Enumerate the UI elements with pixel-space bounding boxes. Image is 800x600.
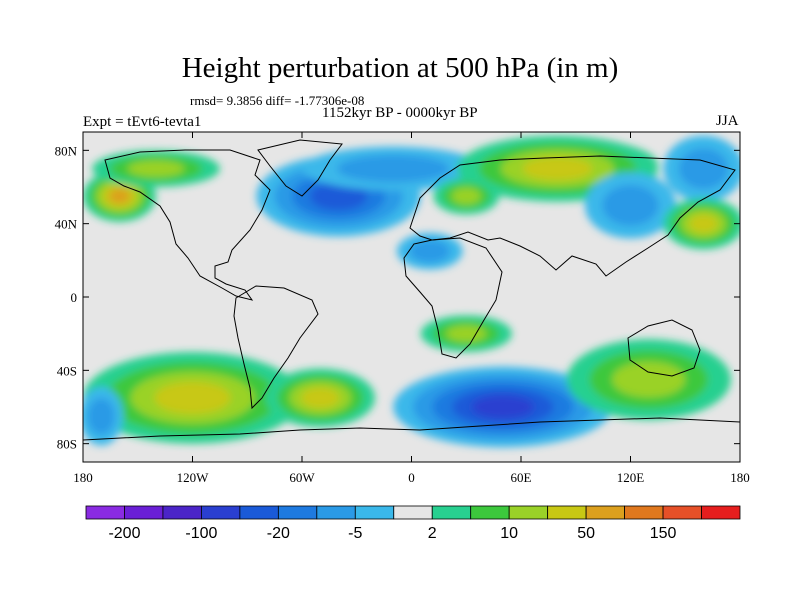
anomaly-region xyxy=(265,368,375,428)
anomaly-contour xyxy=(451,188,481,205)
y-tick-label: 80N xyxy=(55,143,78,158)
colorbar-swatch xyxy=(470,505,510,520)
y-tick-label: 0 xyxy=(71,290,78,305)
y-tick-label: 40S xyxy=(57,363,77,378)
anomaly-contour xyxy=(409,239,450,263)
anomaly-region xyxy=(396,232,463,270)
colorbar-swatch xyxy=(431,505,472,520)
colorbar-label: -200 xyxy=(108,525,140,542)
anomaly-contour xyxy=(445,325,487,342)
anomaly-contour xyxy=(602,185,659,226)
colorbar-label: 10 xyxy=(500,525,518,542)
colorbar-swatch xyxy=(701,505,741,520)
anomaly-region xyxy=(566,339,731,420)
greenland-coast xyxy=(257,139,343,197)
anomaly-region xyxy=(393,366,613,448)
colorbar-label: 50 xyxy=(577,525,595,542)
colorbar-swatch xyxy=(585,505,625,520)
colorbar-swatch xyxy=(162,505,202,520)
experiment-label: Expt = tEvt6-tevta1 xyxy=(83,114,202,130)
anomaly-region xyxy=(663,198,740,250)
anomaly-contour xyxy=(678,148,729,189)
colorbar-swatch xyxy=(354,505,395,520)
colorbar-label: 2 xyxy=(428,525,437,542)
colorbar: -200 -100 -20 -5 2 10 50 150 xyxy=(85,505,741,542)
north-america-coast xyxy=(104,149,271,301)
x-axis: 180 120W 60W 0 60E 120E 180 xyxy=(73,132,750,485)
chart-title: Height perturbation at 500 hPa (in m) xyxy=(181,52,619,84)
y-axis: 80N 40N 0 40S 80S xyxy=(55,143,740,452)
colorbar-swatch xyxy=(85,505,125,520)
stats-subtitle: rmsd= 9.3856 diff= -1.77306e-08 xyxy=(190,93,365,108)
x-tick-label: 60W xyxy=(289,470,315,485)
x-tick-label: 0 xyxy=(408,470,415,485)
anomaly-region xyxy=(92,150,220,188)
x-tick-label: 180 xyxy=(73,470,93,485)
colorbar-swatch xyxy=(662,505,702,520)
y-tick-label: 80S xyxy=(57,437,77,452)
anomaly-contour xyxy=(612,361,686,398)
anomaly-contour xyxy=(87,398,115,435)
antarctica-coast xyxy=(83,417,740,441)
colorbar-swatch xyxy=(624,505,664,520)
anomaly-contour xyxy=(471,395,535,419)
europe-asia-coast xyxy=(409,155,736,277)
anomaly-contour xyxy=(301,387,340,409)
colorbar-swatch xyxy=(508,505,549,520)
anomaly-contour xyxy=(109,188,130,204)
colorbar-swatch xyxy=(393,505,433,520)
anomaly-contour xyxy=(337,155,450,183)
anomaly-contour xyxy=(127,160,185,177)
x-tick-label: 60E xyxy=(511,470,532,485)
anomaly-region xyxy=(584,172,677,239)
colorbar-swatch xyxy=(316,505,356,520)
australia-coast xyxy=(627,319,701,377)
x-tick-label: 120E xyxy=(617,470,645,485)
x-tick-label: 180 xyxy=(730,470,750,485)
anomaly-contour xyxy=(154,381,231,414)
anomaly-region xyxy=(83,386,124,446)
colorbar-label: -100 xyxy=(185,525,217,542)
anomaly-region xyxy=(83,170,156,222)
anomaly-region xyxy=(420,315,512,352)
africa-coast xyxy=(403,237,503,359)
colorbar-swatch xyxy=(277,505,318,520)
anomaly-contour xyxy=(309,182,368,211)
colorbar-label: -5 xyxy=(348,525,362,542)
season-label: JJA xyxy=(716,113,739,129)
y-tick-label: 40N xyxy=(55,217,78,232)
map-panel xyxy=(82,131,741,463)
anomaly-region xyxy=(83,352,302,444)
period-label: 1152kyr BP - 0000kyr BP xyxy=(322,105,478,121)
anomaly-region xyxy=(663,135,740,202)
x-tick-label: 120W xyxy=(177,470,210,485)
colorbar-swatch xyxy=(201,505,241,520)
anomaly-region xyxy=(433,177,500,215)
colorbar-swatch xyxy=(124,505,164,520)
coastlines xyxy=(83,139,740,441)
colorbar-swatch xyxy=(239,505,279,520)
anomaly-contour xyxy=(522,157,593,181)
colorbar-swatch xyxy=(547,505,587,520)
colorbar-label: 150 xyxy=(650,525,677,542)
south-america-coast xyxy=(233,285,319,410)
colorbar-label: -20 xyxy=(267,525,290,542)
anomaly-contour xyxy=(689,214,718,233)
